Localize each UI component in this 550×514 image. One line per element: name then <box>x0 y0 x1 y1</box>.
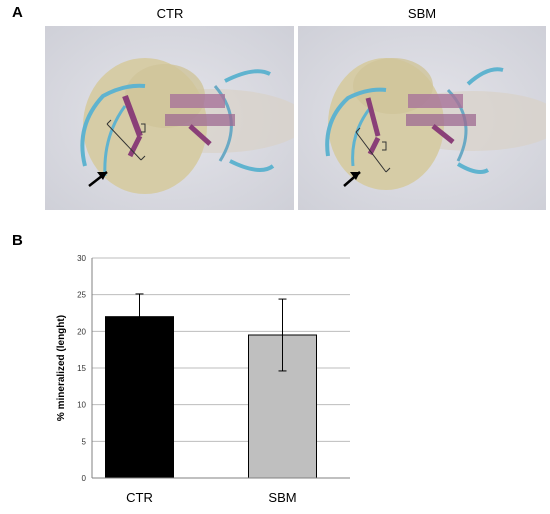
sbm-larva-photo <box>298 26 546 210</box>
panel-a-label: A <box>12 4 23 21</box>
ctr-larva-photo <box>45 26 294 210</box>
ctr-image-title: CTR <box>156 6 184 21</box>
ctr-larva-drawing <box>45 26 294 210</box>
y-axis-label: % mineralized (lenght) <box>56 315 67 421</box>
y-tick-label: 20 <box>77 327 86 336</box>
axis-labels: 0 5 10 15 20 25 30 CTR SBM % mineralized (lenght) <box>56 254 297 505</box>
sbm-larva-drawing <box>298 26 546 210</box>
bar-chart: 0 5 10 15 20 25 30 CTR SBM % mineralized (lenght) <box>56 254 350 505</box>
panel-b-label: B <box>12 232 23 249</box>
sbm-image-title: SBM <box>407 6 437 21</box>
x-category-label: SBM <box>268 490 296 505</box>
bars <box>105 293 317 479</box>
y-tick-label: 10 <box>77 401 86 410</box>
x-category-label: CTR <box>126 490 153 505</box>
y-tick-label: 25 <box>77 291 86 300</box>
axes <box>91 258 350 479</box>
y-tick-label: 5 <box>82 437 87 446</box>
y-tick-label: 30 <box>77 254 86 263</box>
bar-ctr <box>105 316 174 479</box>
y-tick-label: 0 <box>82 474 87 483</box>
y-tick-label: 15 <box>77 364 86 373</box>
